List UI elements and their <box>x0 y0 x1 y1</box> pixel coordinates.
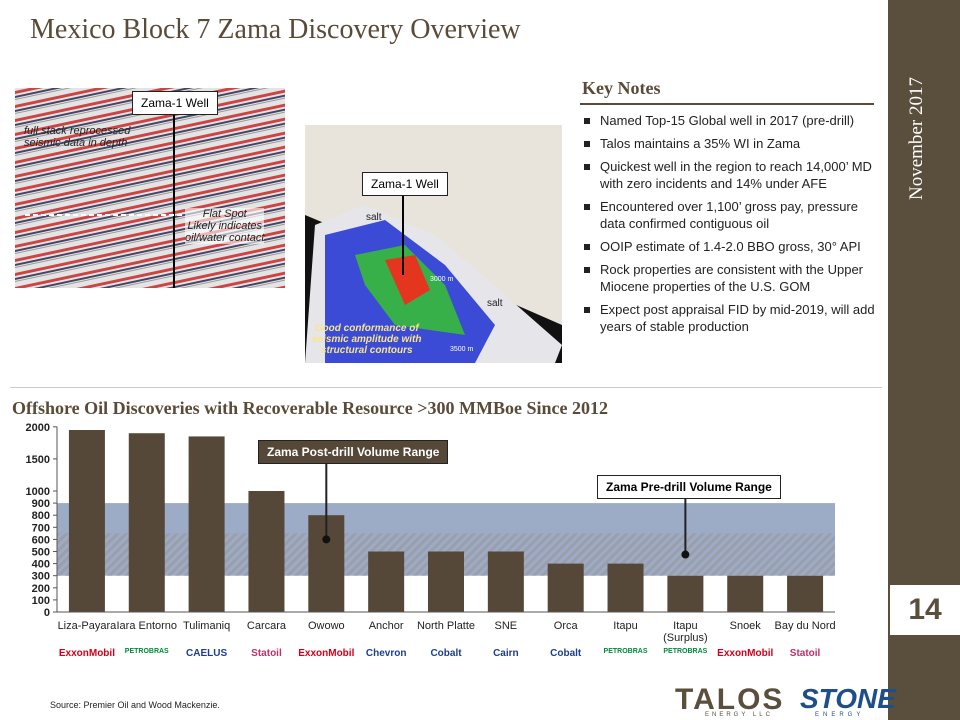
bar <box>128 433 165 612</box>
y-tick-label: 700 <box>32 522 50 534</box>
y-tick-label: 200 <box>32 583 50 595</box>
caption-line: Good conformance of <box>314 323 419 334</box>
company-logo: Cairn <box>493 648 519 659</box>
caption-line: seismic amplitude with <box>312 334 422 345</box>
talos-logo: TALOS <box>675 683 785 716</box>
x-tick-label: Orca <box>553 620 578 632</box>
talos-logo-sub: ENERGY LLC <box>705 712 773 718</box>
bar <box>428 551 464 612</box>
key-notes: Named Top-15 Global well in 2017 (pre-dr… <box>580 112 875 341</box>
x-tick-label: North Platte <box>416 620 476 632</box>
y-tick-label: 800 <box>32 510 50 522</box>
source: Source: Premier Oil and Wood Mackenzie. <box>50 700 220 710</box>
seismic-right <box>305 125 562 363</box>
callout-dot <box>681 550 690 559</box>
flat-spot-note: Flat Spot Likely indicates oil/water conta… <box>185 208 265 244</box>
seismic-caption: full stack reprocessed seismic data in de… <box>24 125 130 149</box>
bar <box>547 563 584 612</box>
x-tick-label: Anchor <box>368 620 404 632</box>
y-tick-label: 0 <box>44 607 50 619</box>
salt-label: salt <box>487 298 503 309</box>
key-note: Named Top-15 Global well in 2017 (pre-dr… <box>580 112 875 129</box>
x-tick-label: Owowo <box>307 620 345 632</box>
company-logo: PETROBRAS <box>603 648 648 655</box>
company-logo: Cobalt <box>550 648 582 659</box>
key-note: Talos maintains a 35% WI in Zama <box>580 135 875 152</box>
key-notes-title: Key Notes <box>582 78 661 98</box>
x-tick-label: Tulimaniq <box>182 620 231 632</box>
y-tick-label: 400 <box>32 559 50 571</box>
key-note: Expect post appraisal FID by mid-2019, w… <box>580 301 875 335</box>
y-tick-label: 100 <box>32 595 50 607</box>
chart-title: Offshore Oil Discoveries with Recoverabl… <box>12 398 608 418</box>
company-logo: Chevron <box>365 648 407 659</box>
x-tick-label: Snoek <box>729 620 761 632</box>
bar <box>68 430 105 612</box>
bar <box>727 575 764 612</box>
y-tick-label: 900 <box>32 498 50 510</box>
x-tick-label: Itapu (Surplus) <box>663 620 708 644</box>
bar <box>248 491 285 612</box>
range-label: Zama Post-drill Volume Range <box>258 440 449 464</box>
x-tick-label: Bay du Nord <box>774 620 836 632</box>
bar <box>607 563 644 612</box>
y-tick-label: 300 <box>32 571 50 583</box>
key-note: Quickest well in the region to reach 14,… <box>580 158 875 192</box>
date: November 2017 <box>906 77 927 200</box>
y-tick-label: 600 <box>32 534 50 546</box>
seismic-caption: Good conformance of seismic amplitude wit… <box>312 323 421 356</box>
note-line: Flat Spot <box>202 208 247 220</box>
caption-line: full stack reprocessed <box>24 125 131 137</box>
company-logo: CAELUS <box>186 648 228 659</box>
salt-label: salt <box>366 212 382 223</box>
key-note: OOIP estimate of 1.4-2.0 BBO gross, 30° … <box>580 238 875 255</box>
bar <box>487 551 524 612</box>
company-logo: ExxonMobil <box>58 648 115 659</box>
company-logo: Statoil <box>251 648 282 659</box>
bar <box>667 575 704 612</box>
y-tick-label: 2000 <box>26 422 50 434</box>
slide-title: Mexico Block 7 Zama Discovery Overview <box>30 14 521 45</box>
company-logo: PETROBRAS <box>124 648 169 655</box>
contour-label: 3500 m <box>450 346 474 353</box>
divider <box>10 387 882 388</box>
seismic-left <box>15 88 285 288</box>
caption-line: seismic data in depth <box>24 137 128 149</box>
page-number-box: 14 <box>890 585 960 635</box>
y-tick-label: 1000 <box>26 486 50 498</box>
range-label: Zama Pre-drill Volume Range <box>597 475 781 499</box>
callout-dot <box>322 535 331 544</box>
bar <box>787 575 824 612</box>
key-note: Rock properties are consistent with the … <box>580 261 875 295</box>
bar <box>368 551 405 612</box>
well-label: Zama-1 Well <box>362 172 448 196</box>
stone-logo: STONE <box>800 683 896 714</box>
company-logo: ExxonMobil <box>298 648 355 659</box>
key-note: Encountered over 1,100’ gross pay, press… <box>580 198 875 232</box>
company-logo: ExxonMobil <box>717 648 774 659</box>
x-tick-label: Carcara <box>246 620 287 632</box>
page-number: 14 <box>908 593 942 626</box>
note-line: Likely indicates <box>187 220 263 232</box>
caption-line: structural contours <box>320 345 413 356</box>
x-tick-label: SNE <box>494 620 518 632</box>
x-tick-label: Iara Entorno <box>116 620 178 632</box>
bar <box>188 436 225 612</box>
x-tick-label: Itapu <box>613 620 638 632</box>
y-tick-label: 500 <box>32 547 50 559</box>
rule <box>580 103 874 105</box>
contour-label: 3000 m <box>430 276 454 283</box>
company-logo: PETROBRAS <box>663 648 708 655</box>
x-tick-label: Liza-Payara <box>57 620 117 632</box>
note-line: oil/water contact <box>185 232 265 244</box>
company-logo: Cobalt <box>430 648 462 659</box>
well-label: Zama-1 Well <box>132 91 218 115</box>
stone-logo-sub: ENERGY <box>815 712 865 718</box>
company-logo: Statoil <box>789 648 821 659</box>
y-tick-label: 1500 <box>26 454 50 466</box>
